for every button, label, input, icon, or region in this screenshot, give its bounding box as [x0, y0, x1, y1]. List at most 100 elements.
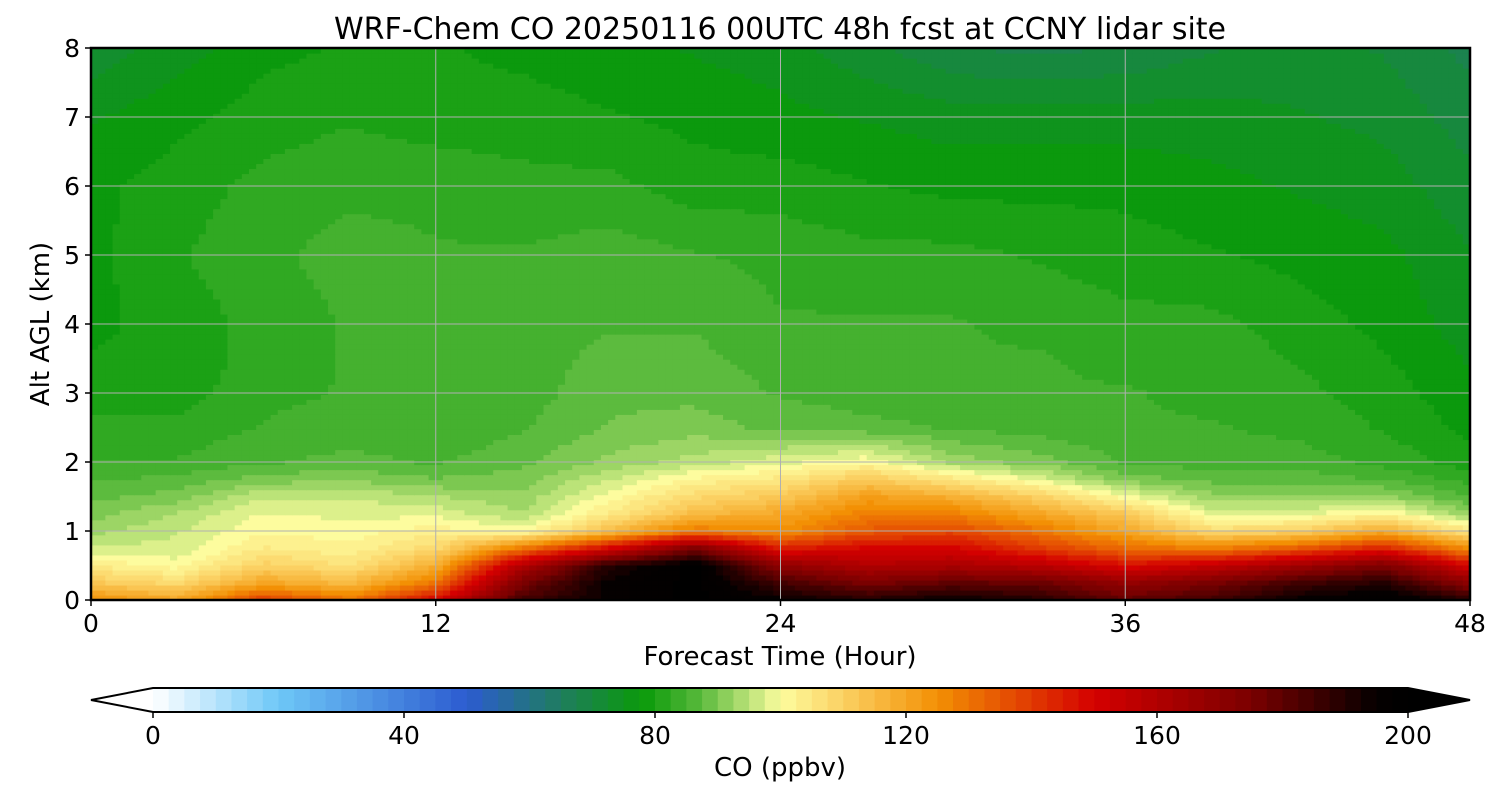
field-cell — [679, 479, 688, 486]
field-cell — [945, 489, 954, 496]
field-cell — [1362, 504, 1371, 511]
field-cell — [241, 479, 250, 486]
field-cell — [780, 499, 789, 506]
field-cell — [256, 519, 264, 526]
field-cell — [464, 499, 473, 506]
field-cell — [227, 479, 236, 486]
field-cell — [823, 484, 832, 491]
field-cell — [773, 579, 782, 586]
field-cell — [392, 499, 401, 506]
field-cell — [356, 559, 365, 566]
field-cell — [1060, 514, 1069, 521]
field-cell — [1434, 504, 1442, 511]
field-cell — [1110, 574, 1119, 581]
field-cell — [995, 544, 1004, 551]
field-cell — [155, 509, 164, 516]
field-cell — [687, 514, 695, 521]
field-cell — [521, 499, 530, 506]
field-cell — [565, 549, 573, 556]
field-cell — [629, 484, 638, 491]
field-cell — [442, 529, 451, 536]
field-cell — [1290, 574, 1299, 581]
field-cell — [787, 479, 796, 486]
field-cell — [1031, 534, 1040, 541]
field-cell — [859, 574, 868, 581]
field-cell — [1462, 569, 1470, 576]
field-cell — [1031, 509, 1040, 516]
field-cell — [586, 574, 595, 581]
field-cell — [1311, 569, 1320, 576]
field-cell — [881, 474, 889, 481]
field-cell — [1254, 514, 1263, 521]
field-cell — [895, 549, 904, 556]
field-cell — [1412, 519, 1421, 526]
field-cell — [837, 579, 846, 586]
field-cell — [378, 474, 387, 481]
field-cell — [292, 489, 300, 496]
field-cell — [859, 594, 868, 600]
field-cell — [392, 494, 401, 501]
field-cell — [981, 479, 990, 486]
field-cell — [191, 504, 200, 511]
field-cell — [141, 579, 150, 586]
field-cell — [241, 469, 250, 476]
field-cell — [572, 474, 580, 481]
field-cell — [1362, 479, 1371, 486]
field-cell — [694, 584, 703, 591]
field-cell — [694, 474, 703, 481]
field-cell — [292, 544, 300, 551]
field-cell — [1398, 494, 1406, 501]
field-cell — [938, 479, 947, 486]
field-cell — [1218, 519, 1227, 526]
field-cell — [1218, 504, 1227, 511]
field-cell — [672, 474, 681, 481]
field-cell — [952, 594, 961, 600]
field-cell — [198, 534, 207, 541]
field-cell — [306, 519, 315, 526]
field-cell — [866, 504, 875, 511]
field-cell — [220, 474, 229, 481]
field-cell — [1276, 559, 1284, 566]
field-cell — [141, 514, 150, 521]
field-cell — [1225, 469, 1234, 476]
field-cell — [241, 569, 250, 576]
field-cell — [1376, 569, 1385, 576]
field-cell — [464, 504, 473, 511]
field-cell — [1254, 569, 1263, 576]
field-cell — [1089, 544, 1098, 551]
field-cell — [1434, 579, 1442, 586]
field-cell — [450, 489, 458, 496]
field-cell — [679, 484, 688, 491]
field-cell — [407, 574, 415, 581]
field-cell — [1333, 564, 1342, 571]
field-cell — [931, 559, 940, 566]
field-cell — [119, 534, 128, 541]
field-cell — [902, 474, 911, 481]
field-cell — [1347, 559, 1356, 566]
field-cell — [1010, 474, 1019, 481]
field-cell — [1003, 494, 1011, 501]
field-cell — [881, 489, 889, 496]
field-cell — [859, 499, 868, 506]
field-cell — [1283, 489, 1292, 496]
field-cell — [1103, 484, 1112, 491]
field-cell — [1261, 479, 1270, 486]
field-cell — [665, 539, 674, 546]
field-cell — [313, 554, 322, 561]
field-cell — [715, 534, 724, 541]
field-cell — [170, 489, 178, 496]
field-cell — [758, 524, 767, 531]
field-cell — [1074, 554, 1083, 561]
field-cell — [198, 469, 207, 476]
field-cell — [809, 509, 818, 516]
field-cell — [737, 564, 746, 571]
field-cell — [1218, 559, 1227, 566]
field-cell — [220, 479, 229, 486]
field-cell — [234, 529, 243, 536]
field-cell — [1276, 579, 1284, 586]
field-cell — [924, 544, 932, 551]
field-cell — [320, 479, 329, 486]
field-cell — [687, 584, 695, 591]
field-cell — [1448, 494, 1457, 501]
field-cell — [881, 494, 889, 501]
